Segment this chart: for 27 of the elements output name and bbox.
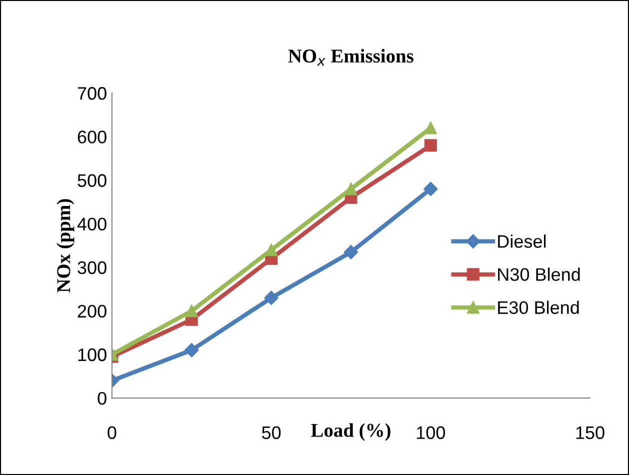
- y-tick-label: 600: [78, 130, 106, 144]
- legend-label: Diesel: [498, 234, 546, 248]
- point: [185, 304, 198, 318]
- y-tick-label: 500: [78, 174, 106, 187]
- x-tick-label: 100: [416, 426, 446, 440]
- point: [344, 182, 358, 196]
- legend-label: E30 Blend: [498, 300, 579, 314]
- point: [424, 182, 438, 196]
- y-tick-label: 100: [78, 348, 106, 362]
- y-tick-label: 0: [98, 392, 106, 405]
- y-tick-label: 300: [78, 261, 106, 274]
- point: [265, 244, 278, 256]
- point: [424, 122, 437, 134]
- point: [184, 343, 199, 358]
- x-tick-label: 0: [108, 426, 116, 440]
- y-axis-title: NOx (ppm): [56, 199, 74, 292]
- x-tick-label: 150: [576, 426, 604, 440]
- point: [264, 290, 278, 305]
- y-tick-label: 200: [78, 304, 106, 318]
- chart-title: NO$_{x}$ Emissions: [288, 48, 414, 66]
- y-tick-label: 400: [77, 218, 106, 231]
- point: [344, 245, 358, 260]
- x-axis-title: Load (%): [311, 423, 390, 441]
- y-tick-label: 700: [78, 87, 106, 100]
- x-tick-label: 50: [262, 426, 281, 440]
- legend-label: N30 Blend: [498, 268, 580, 281]
- point: [424, 139, 437, 152]
